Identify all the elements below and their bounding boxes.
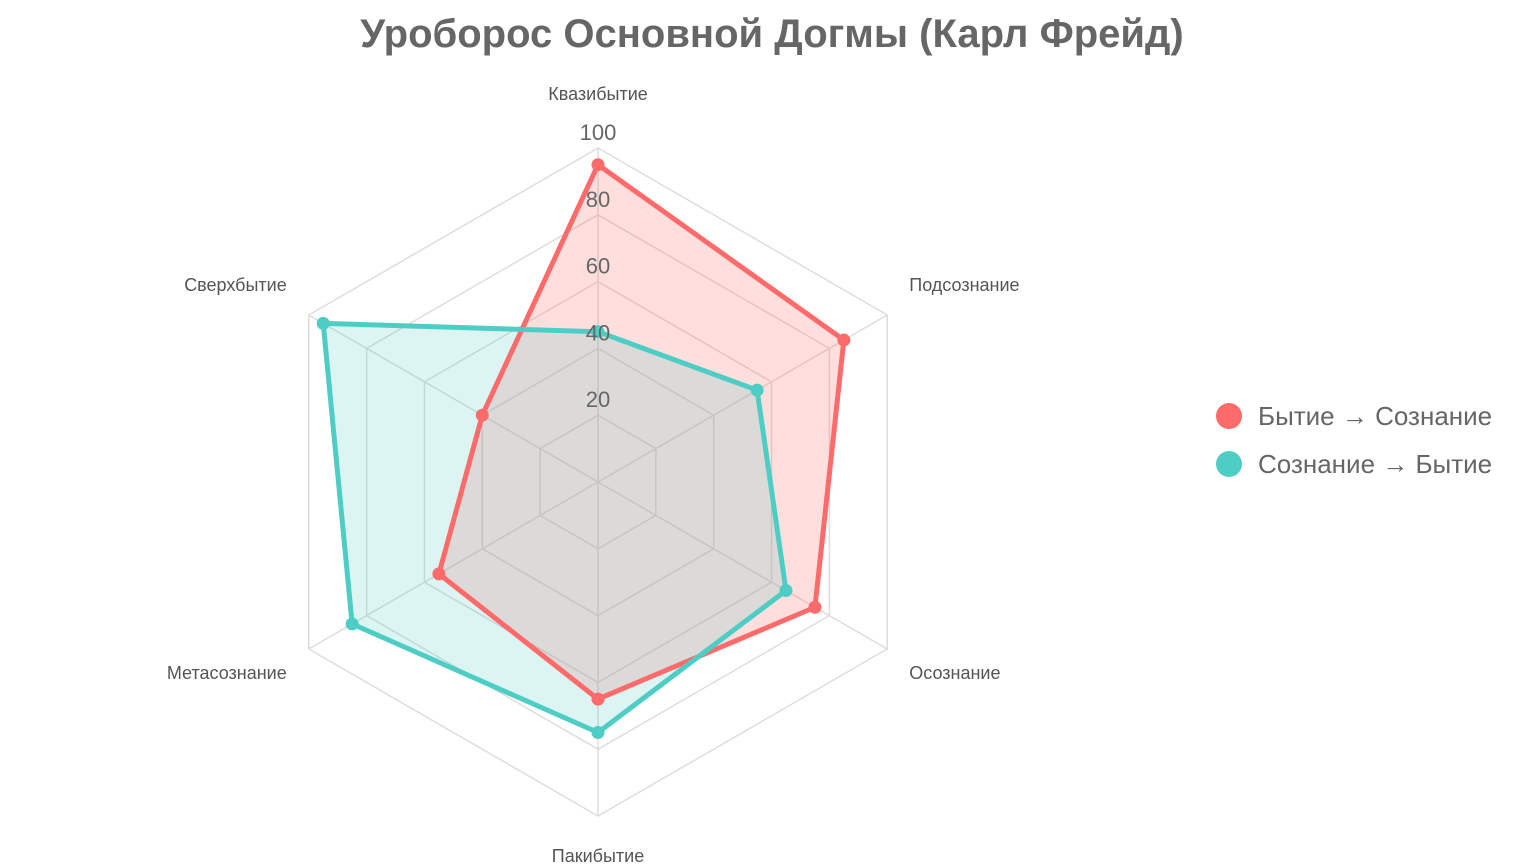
- radial-ticks: 20 40 60 80 100: [580, 120, 617, 412]
- series-2-point-6[interactable]: [316, 316, 330, 330]
- legend-label-series-2: Сознание → Бытие: [1258, 448, 1493, 479]
- tick-label-40: 40: [586, 320, 610, 345]
- grid-spoke-3: [597, 481, 888, 650]
- axis-label-6: Сверхбытие: [184, 275, 287, 295]
- legend-swatch-series-2: [1216, 451, 1242, 477]
- axis-label-2: Подсознание: [909, 275, 1019, 295]
- series-2-point-4[interactable]: [591, 726, 605, 739]
- series-area-1: [438, 164, 844, 700]
- series-1-point-6[interactable]: [475, 408, 489, 422]
- radar-series: [316, 158, 851, 739]
- series-1-point-4[interactable]: [591, 692, 605, 706]
- series-2-point-5[interactable]: [345, 617, 359, 631]
- series-1-point-1[interactable]: [591, 158, 605, 172]
- grid-spoke-6: [308, 314, 599, 483]
- axis-labels: Квазибытие Подсознание Осознание Пакибытие М…: [167, 84, 1020, 866]
- legend-swatch-series-1: [1216, 403, 1242, 429]
- axis-label-4: Пакибытие: [552, 846, 644, 866]
- legend-label-series-1: Бытие → Сознание: [1258, 400, 1493, 431]
- series-1-point-2[interactable]: [837, 333, 851, 347]
- series-2-point-1[interactable]: [591, 325, 605, 339]
- series-area-2: [323, 323, 787, 733]
- axis-label-1: Квазибытие: [548, 84, 648, 104]
- tick-label-100: 100: [580, 120, 617, 145]
- tick-label-60: 60: [586, 254, 610, 279]
- axis-label-3: Осознание: [909, 663, 1000, 683]
- series-2-point-3[interactable]: [779, 584, 793, 598]
- tick-label-80: 80: [586, 187, 610, 212]
- legend-item-series-1[interactable]: Бытие → Сознание: [1216, 392, 1492, 440]
- axis-label-5: Метасознание: [167, 663, 287, 683]
- series-2-point-2[interactable]: [750, 383, 764, 397]
- tick-label-20: 20: [586, 387, 610, 412]
- legend-item-series-2[interactable]: Сознание → Бытие: [1216, 440, 1492, 488]
- series-1-point-5[interactable]: [432, 567, 446, 581]
- chart-title: Уроборос Основной Догмы (Карл Фрейд): [360, 12, 1184, 56]
- series-1-point-3[interactable]: [808, 600, 822, 614]
- chart-legend: Бытие → Сознание Сознание → Бытие: [1216, 392, 1492, 488]
